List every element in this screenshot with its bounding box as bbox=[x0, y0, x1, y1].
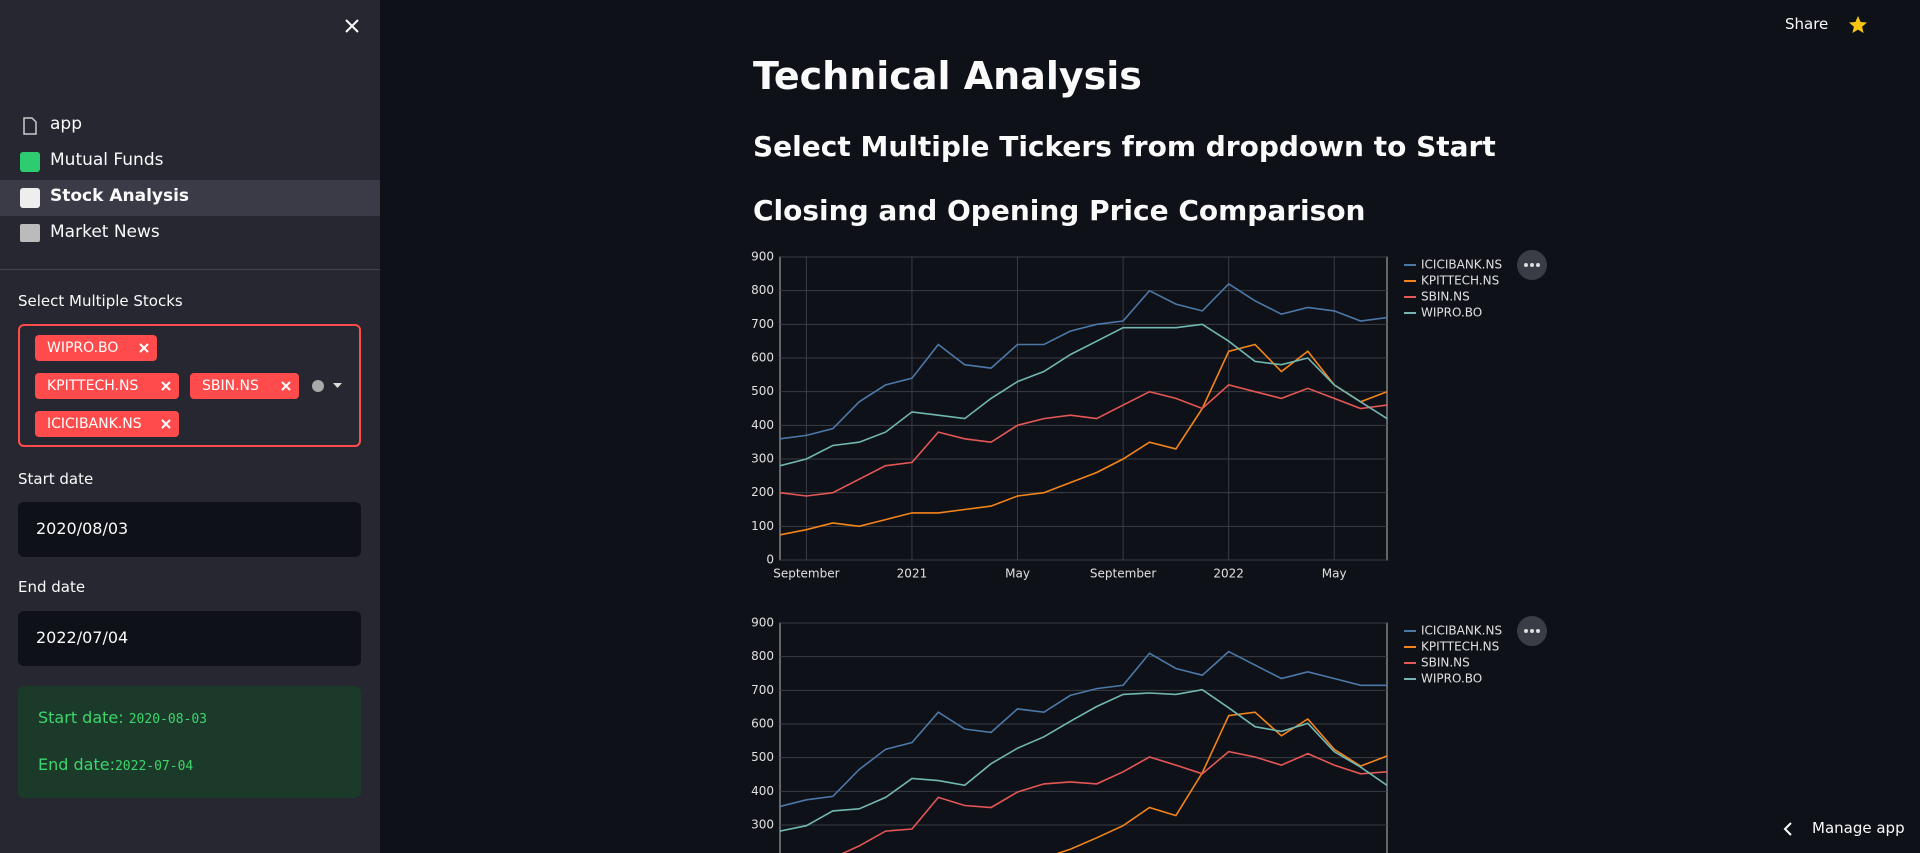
series-line bbox=[780, 282, 1387, 440]
y-tick-label: 800 bbox=[751, 283, 774, 297]
sidebar: app Mutual Funds Stock Analysis Market N… bbox=[0, 0, 380, 853]
active-nav-bg bbox=[0, 180, 380, 216]
y-tick-label: 200 bbox=[751, 485, 774, 499]
multiselect[interactable] bbox=[18, 324, 361, 447]
icon bbox=[20, 188, 40, 208]
y-tick-label: 400 bbox=[751, 418, 774, 432]
legend-label: WIPRO.BO bbox=[1421, 306, 1482, 320]
series-line bbox=[780, 384, 1387, 497]
label: Select Multiple Stocks bbox=[18, 292, 183, 310]
series-line bbox=[841, 750, 1387, 853]
page-title: Technical Analysis bbox=[753, 54, 1142, 98]
y-tick-label: 500 bbox=[751, 384, 774, 398]
chip[interactable]: SBIN.NS bbox=[190, 373, 299, 399]
chevron-icon[interactable] bbox=[1782, 821, 1794, 837]
x-tick-label: September bbox=[1090, 567, 1156, 581]
x-tick-label: 2021 bbox=[897, 567, 928, 581]
icon bbox=[23, 117, 37, 135]
subheader: Select Multiple Tickers from dropdown to… bbox=[753, 130, 1496, 163]
info-line: Start date: 2020-08-03 bbox=[38, 708, 207, 727]
chip-remove[interactable] bbox=[161, 381, 171, 391]
label: End date bbox=[18, 578, 86, 596]
icon bbox=[20, 152, 40, 172]
y-tick-label: 0 bbox=[766, 553, 774, 567]
info-line: End date:2022-07-04 bbox=[38, 755, 193, 774]
y-tick-label: 700 bbox=[751, 683, 774, 697]
y-tick-label: 900 bbox=[751, 616, 774, 630]
x-tick-label: 2022 bbox=[1213, 567, 1244, 581]
info-box: Start date: 2020-08-03 End date:2022-07-… bbox=[18, 686, 361, 798]
chip-label: ICICIBANK.NS bbox=[47, 416, 142, 432]
nav-item[interactable]: app bbox=[50, 114, 82, 134]
star-icon[interactable] bbox=[1848, 15, 1868, 35]
menu-dot bbox=[1524, 629, 1528, 633]
series-line bbox=[780, 323, 1387, 467]
legend-label: SBIN.NS bbox=[1421, 290, 1470, 304]
plot-area bbox=[779, 622, 1388, 853]
series-line bbox=[780, 650, 1387, 808]
chip-remove[interactable] bbox=[139, 343, 149, 353]
date-value: 2020/08/03 bbox=[36, 519, 129, 538]
date-input[interactable]: 2022/07/04 bbox=[18, 611, 361, 666]
charts: 0 100 200 300 400 500 600 700 800 900 September 202… bbox=[751, 250, 1547, 853]
legend-label: ICICIBANK.NS bbox=[1421, 258, 1502, 272]
chip[interactable]: ICICIBANK.NS bbox=[35, 411, 179, 437]
info-text: End date: bbox=[38, 755, 115, 774]
menu-dot bbox=[1536, 263, 1540, 267]
info-code: 2020-08-03 bbox=[128, 712, 208, 727]
y-tick-label: 400 bbox=[751, 784, 774, 798]
x-tick-label: September bbox=[773, 567, 839, 581]
legend-label: WIPRO.BO bbox=[1421, 672, 1482, 686]
chip[interactable]: WIPRO.BO bbox=[35, 335, 157, 361]
menu-dot bbox=[1530, 629, 1534, 633]
legend-label: KPITTECH.NS bbox=[1421, 640, 1499, 654]
series-line bbox=[780, 343, 1387, 536]
legend-label: ICICIBANK.NS bbox=[1421, 624, 1502, 638]
legend-label: SBIN.NS bbox=[1421, 656, 1470, 670]
date-input[interactable]: 2020/08/03 bbox=[18, 502, 361, 557]
close-icon[interactable] bbox=[344, 18, 360, 34]
icon bbox=[20, 224, 40, 242]
share-button[interactable]: Share bbox=[1785, 15, 1829, 33]
y-tick-label: 900 bbox=[751, 250, 774, 264]
y-tick-label: 300 bbox=[751, 818, 774, 832]
chip-remove[interactable] bbox=[161, 419, 171, 429]
nav-item[interactable]: Market News bbox=[50, 222, 160, 242]
section-header: Closing and Opening Price Comparison bbox=[753, 194, 1366, 227]
label: Start date bbox=[18, 470, 94, 488]
y-tick-label: 600 bbox=[751, 351, 774, 365]
y-tick-label: 800 bbox=[751, 649, 774, 663]
info-text: Start date: bbox=[38, 708, 124, 727]
x-tick-label: May bbox=[1005, 567, 1030, 581]
x-tick-label: May bbox=[1322, 567, 1347, 581]
nav-item[interactable]: Mutual Funds bbox=[50, 150, 164, 170]
divider bbox=[0, 269, 380, 270]
menu-dot bbox=[1524, 263, 1528, 267]
chip[interactable]: KPITTECH.NS bbox=[35, 373, 179, 399]
y-tick-label: 600 bbox=[751, 717, 774, 731]
chip-label: SBIN.NS bbox=[202, 378, 259, 394]
chip-label: KPITTECH.NS bbox=[47, 378, 139, 394]
legend-label: KPITTECH.NS bbox=[1421, 274, 1499, 288]
info-code: 2022-07-04 bbox=[114, 759, 194, 774]
menu-dot bbox=[1536, 629, 1540, 633]
y-tick-label: 300 bbox=[751, 452, 774, 466]
date-value: 2022/07/04 bbox=[36, 628, 129, 647]
plot-area bbox=[779, 256, 1388, 561]
y-tick-label: 700 bbox=[751, 317, 774, 331]
manage-app[interactable]: Manage app bbox=[1812, 819, 1905, 837]
chip-remove[interactable] bbox=[281, 381, 291, 391]
y-tick-label: 100 bbox=[751, 519, 774, 533]
series-line bbox=[780, 688, 1387, 832]
nav-item[interactable]: Stock Analysis bbox=[50, 186, 190, 206]
menu-dot bbox=[1530, 263, 1534, 267]
chip-label: WIPRO.BO bbox=[47, 340, 119, 356]
y-tick-label: 500 bbox=[751, 750, 774, 764]
series-line bbox=[1056, 711, 1387, 853]
clear-dropdown[interactable] bbox=[311, 379, 343, 393]
